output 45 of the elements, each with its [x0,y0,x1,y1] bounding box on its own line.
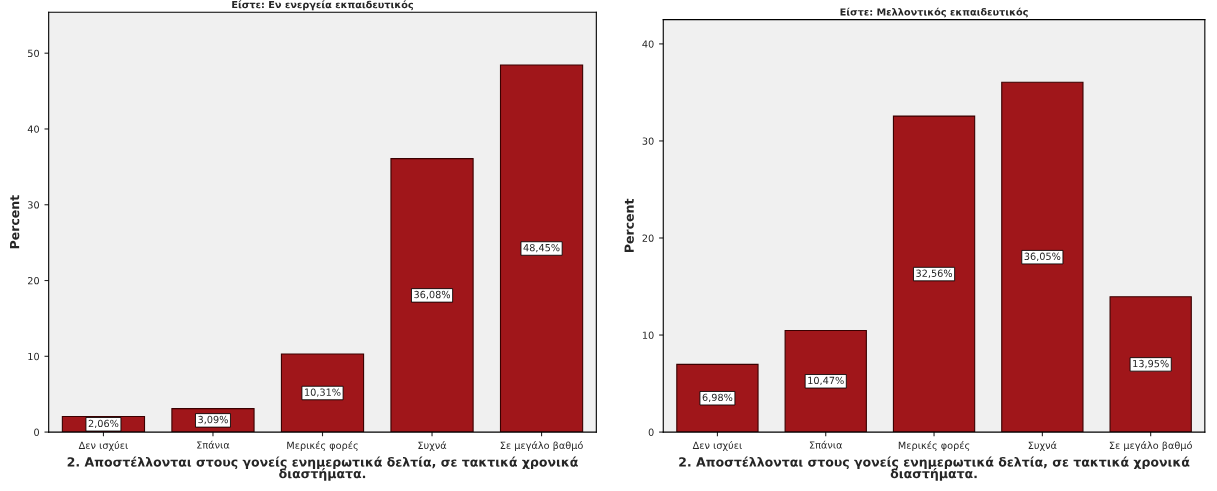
bar [892,115,976,433]
x-tick-label: Δεν ισχύει [78,441,128,451]
y-tick-label: 20 [27,277,40,285]
data-label: 10,31% [305,388,341,397]
x-axis-title: 2. Αποστέλλονται στους γονείς ενημερωτικά δελτία, σε τακτικά χρονικά διαστήματα. [67,456,578,481]
x-tick-label: Δεν ισχύει [692,441,742,451]
x-tick-label: Σπάνια [197,440,230,449]
bar [1001,81,1084,433]
y-tick-label: 0 [648,428,654,436]
y-tick-label: 40 [27,125,40,133]
y-axis-title: Percent [10,195,20,249]
y-tick-label: 10 [642,331,654,339]
x-tick-label: Σε μεγάλο βαθμό [500,441,583,451]
y-tick-label: 20 [642,234,654,242]
data-label: 36,05% [1024,252,1061,261]
bar [390,158,474,433]
x-tick-label: Σε μεγάλο βαθμό [1109,441,1192,451]
x-axis-title: 2. Αποστέλλονται στους γονείς ενημερωτικά δελτία, σε τακτικά χρονικά διαστήματα. [679,456,1190,481]
y-axis-title: Percent [624,198,634,252]
chart-title: Είστε: Εν ενεργεία εκπαιδευτικός [232,0,414,11]
x-tick-label: Συχνά [1028,441,1057,451]
data-label: 48,45% [523,243,560,253]
y-tick-label: 40 [642,40,654,48]
data-label: 10,47% [808,376,844,386]
data-label: 2,06% [88,419,119,429]
bar [1109,296,1192,433]
bar [676,363,759,433]
bar [784,329,867,433]
x-tick-label: Σπάνια [809,440,843,449]
x-tick-label: Μερικές φορές [287,441,358,451]
data-label: 32,56% [916,269,953,278]
bar [499,64,584,433]
y-tick-label: 30 [642,137,654,145]
y-tick-label: 50 [28,49,40,58]
bar [280,353,365,433]
y-tick-label: 10 [28,352,40,361]
data-label: 13,95% [1133,359,1169,369]
x-tick-label: Μερικές φορές [898,441,970,451]
data-label: 3,09% [198,415,228,425]
y-tick-label: 30 [28,201,40,209]
data-label: 36,08% [414,290,451,300]
data-label: 6,98% [702,393,733,403]
x-tick-label: Συχνά [418,441,447,451]
y-tick-label: 0 [34,428,40,436]
chart-title: Είστε: Μελλοντικός εκπαιδευτικός [840,7,1028,18]
